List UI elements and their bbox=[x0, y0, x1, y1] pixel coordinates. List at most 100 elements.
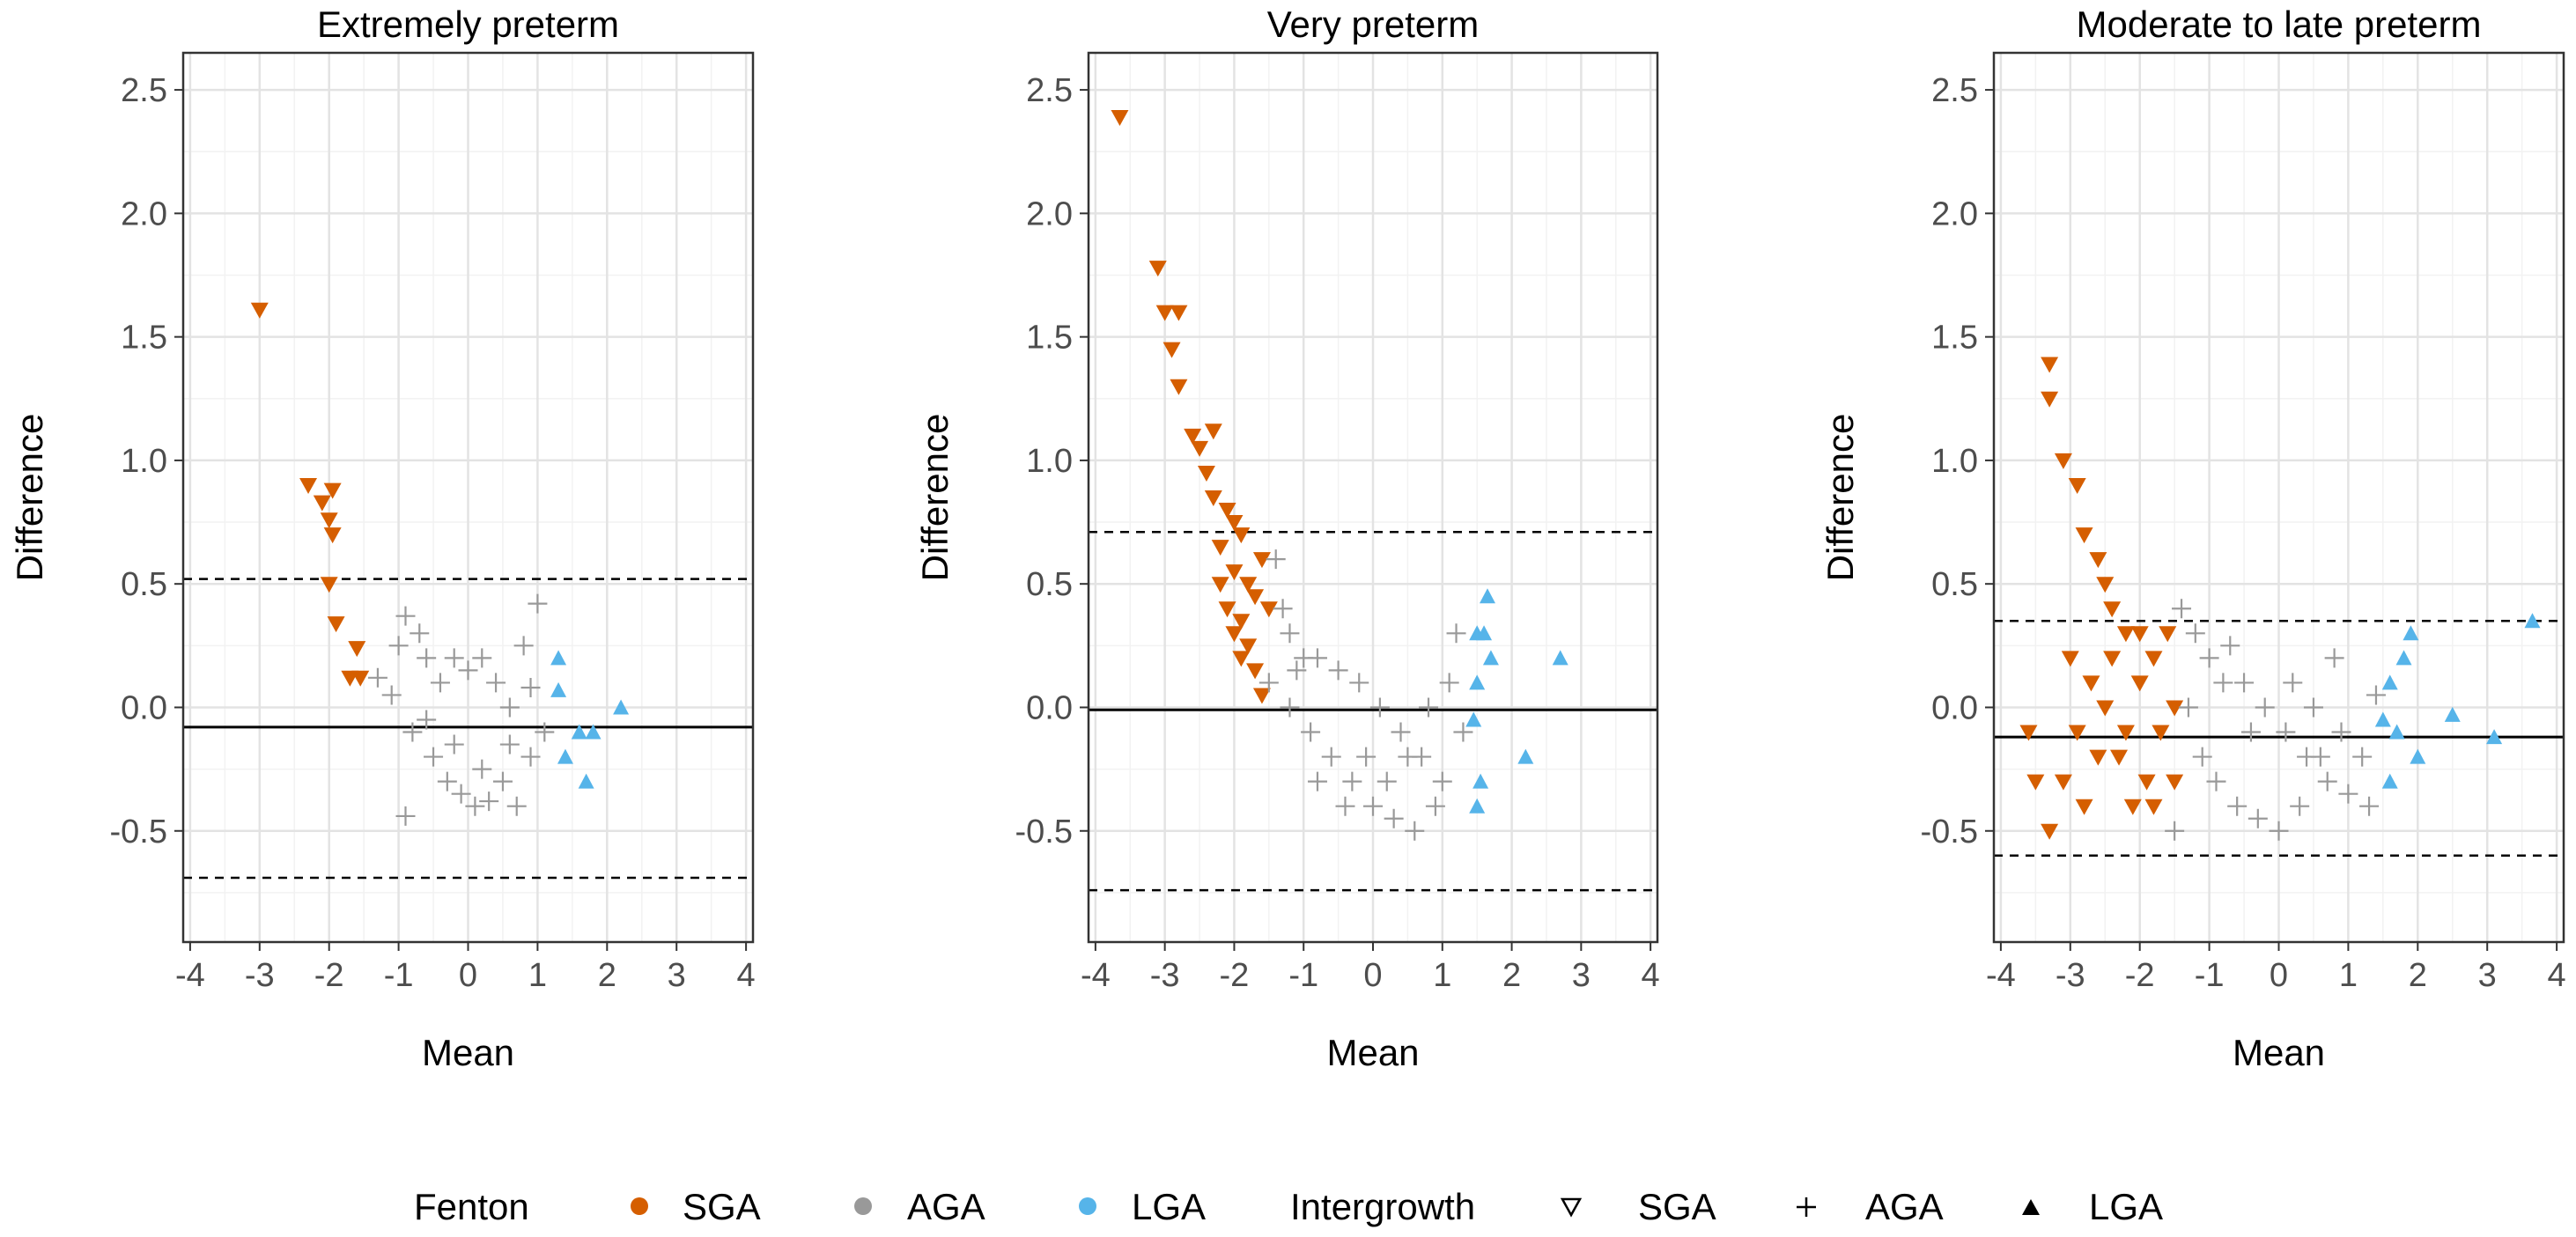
point-sga bbox=[2096, 700, 2115, 717]
point-aga bbox=[417, 710, 437, 730]
point-lga bbox=[2374, 711, 2391, 727]
panel-2: -4 -3 -2 -1 0 1 2 3 4 -0.5 0.0 0.5 1.0 1.5 2.0 2.5 Moder… bbox=[1819, 4, 2566, 1073]
y-tick-label: -0.5 bbox=[1921, 814, 1978, 850]
point-sga bbox=[2026, 774, 2045, 791]
point-aga bbox=[2303, 697, 2323, 718]
point-lga bbox=[2486, 729, 2503, 745]
point-aga bbox=[528, 593, 548, 614]
y-tick-label: 0.0 bbox=[1931, 689, 1978, 726]
point-sga bbox=[2041, 391, 2059, 408]
point-sga bbox=[2075, 527, 2093, 544]
point-sga bbox=[2041, 823, 2059, 840]
point-aga bbox=[1391, 722, 1411, 742]
point-aga bbox=[1307, 648, 1327, 668]
point-sga bbox=[2144, 799, 2163, 815]
point-aga bbox=[1280, 697, 1300, 718]
point-sga bbox=[2152, 725, 2170, 741]
point-aga bbox=[2276, 722, 2296, 742]
point-lga bbox=[557, 748, 573, 764]
point-aga bbox=[2352, 747, 2373, 767]
point-sga bbox=[2166, 700, 2184, 717]
y-tick-label: 1.5 bbox=[1026, 320, 1073, 357]
x-tick-label: 2 bbox=[2409, 957, 2427, 994]
x-tick-label: 3 bbox=[668, 957, 686, 994]
point-lga bbox=[2381, 674, 2398, 690]
y-tick-label: 2.5 bbox=[1931, 72, 1978, 109]
point-sga bbox=[348, 641, 366, 658]
point-sga bbox=[323, 527, 342, 544]
point-lga bbox=[550, 681, 567, 697]
point-sga bbox=[1232, 614, 1251, 630]
point-aga bbox=[2248, 808, 2268, 828]
panel-title: Very preterm bbox=[1267, 4, 1479, 45]
point-aga bbox=[1425, 796, 1445, 816]
point-aga bbox=[2310, 747, 2330, 767]
legend-intergrowth-title: Intergrowth bbox=[1290, 1186, 1475, 1227]
y-tick-label: 0.5 bbox=[121, 566, 167, 603]
point-sga bbox=[2054, 774, 2072, 791]
point-aga bbox=[2220, 636, 2240, 656]
legend-fenton-lga-dot bbox=[1079, 1197, 1096, 1215]
point-sga bbox=[1218, 503, 1236, 519]
point-aga bbox=[520, 678, 541, 698]
x-tick-label: -2 bbox=[2125, 957, 2155, 994]
y-axis-label: Difference bbox=[1819, 414, 1861, 582]
point-sga bbox=[2054, 453, 2072, 469]
legend: Fenton SGA AGA LGA Intergrowth SGA AGA L… bbox=[414, 1186, 2163, 1227]
point-aga bbox=[2338, 784, 2358, 804]
point-sga bbox=[1225, 515, 1244, 532]
x-tick-label: 0 bbox=[2270, 957, 2288, 994]
x-tick-label: -3 bbox=[2056, 957, 2085, 994]
point-aga bbox=[1453, 722, 1473, 742]
x-tick-label: -1 bbox=[2195, 957, 2225, 994]
legend-fenton-sga-dot bbox=[631, 1197, 648, 1215]
y-tick-label: 1.0 bbox=[1931, 443, 1978, 480]
point-lga bbox=[2381, 773, 2398, 789]
point-sga bbox=[2041, 357, 2059, 373]
point-sga bbox=[1163, 342, 1181, 358]
x-tick-label: 4 bbox=[1642, 957, 1660, 994]
x-tick-label: 1 bbox=[1433, 957, 1451, 994]
point-lga bbox=[1552, 650, 1568, 666]
x-tick-label: -3 bbox=[1150, 957, 1180, 994]
legend-intergrowth-aga-marker-icon bbox=[1797, 1197, 1816, 1217]
y-tick-label: -0.5 bbox=[1015, 814, 1073, 850]
legend-fenton-sga-label: SGA bbox=[683, 1186, 761, 1227]
panel-title: Moderate to late preterm bbox=[2077, 4, 2482, 45]
point-aga bbox=[1335, 796, 1355, 816]
point-sga bbox=[1239, 577, 1258, 593]
point-lga bbox=[1473, 773, 1489, 789]
point-aga bbox=[1258, 673, 1279, 693]
point-sga bbox=[1211, 577, 1229, 593]
point-aga bbox=[381, 685, 402, 705]
x-tick-label: -2 bbox=[1220, 957, 1250, 994]
point-sga bbox=[1204, 423, 1222, 440]
point-aga bbox=[424, 747, 444, 767]
x-tick-label: 2 bbox=[598, 957, 616, 994]
point-aga bbox=[1301, 722, 1321, 742]
point-sga bbox=[313, 495, 331, 512]
point-aga bbox=[430, 673, 450, 693]
point-aga bbox=[2165, 821, 2185, 841]
legend-fenton-title: Fenton bbox=[414, 1186, 529, 1227]
point-sga bbox=[2082, 675, 2100, 692]
point-aga bbox=[1321, 747, 1341, 767]
point-sga bbox=[1239, 638, 1258, 655]
point-aga bbox=[2317, 771, 2337, 792]
point-aga bbox=[1328, 660, 1348, 681]
x-tick-label: 0 bbox=[459, 957, 477, 994]
point-sga bbox=[2110, 749, 2129, 766]
point-aga bbox=[2227, 796, 2248, 816]
point-sga bbox=[1211, 540, 1229, 556]
point-sga bbox=[2116, 725, 2135, 741]
y-tick-label: 1.0 bbox=[121, 443, 167, 480]
panel-border bbox=[181, 51, 755, 944]
point-aga bbox=[444, 648, 464, 668]
y-axis-label: Difference bbox=[9, 414, 50, 582]
point-aga bbox=[1419, 697, 1439, 718]
point-aga bbox=[1377, 771, 1397, 792]
x-axis-label: Mean bbox=[2233, 1032, 2325, 1073]
point-aga bbox=[1266, 549, 1286, 570]
point-sga bbox=[2019, 725, 2038, 741]
